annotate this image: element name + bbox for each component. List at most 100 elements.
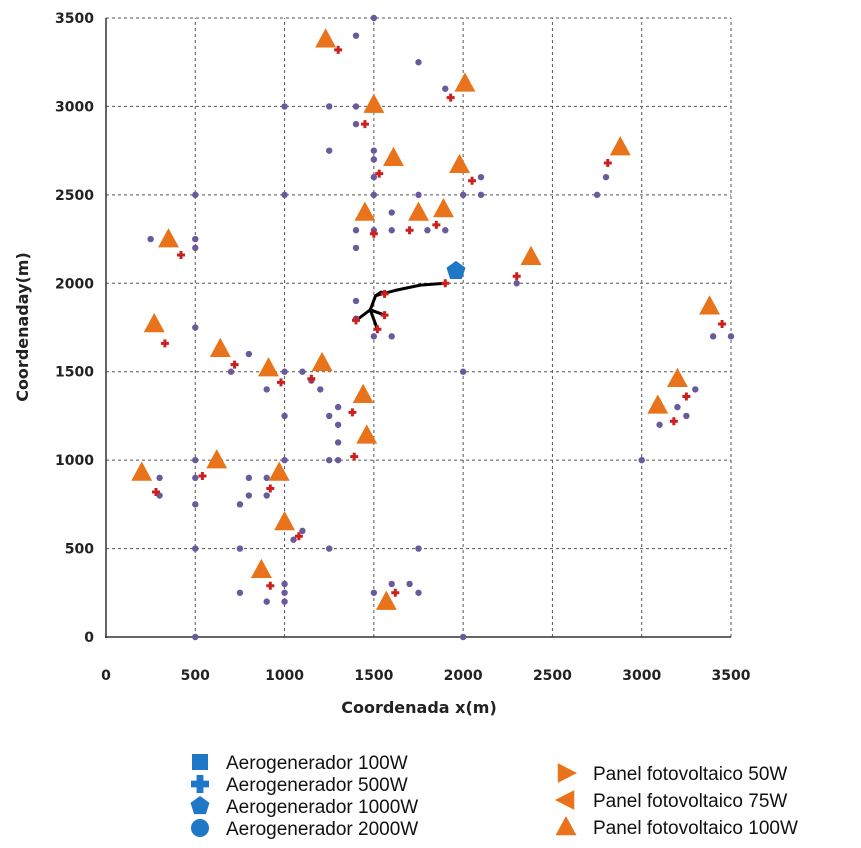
consumer-point <box>334 403 342 411</box>
consumer-point <box>370 14 378 22</box>
panel-100w-marker <box>209 337 231 357</box>
legend-triangle-up-icon <box>555 816 577 836</box>
network-line <box>354 281 447 322</box>
x-tick-label: 0 <box>101 668 111 684</box>
panel-100w-marker <box>449 153 471 174</box>
panel-100w-marker <box>354 201 376 221</box>
x-tick-label: 3500 <box>712 668 751 684</box>
node-point <box>391 588 400 597</box>
panel-100w-marker <box>408 201 429 221</box>
consumer-point <box>656 421 663 428</box>
node-point <box>266 581 275 590</box>
x-tick-label: 2000 <box>444 668 483 684</box>
y-tick-label: 1000 <box>55 453 94 469</box>
y-axis-title: Coordenaday(m) <box>13 252 32 402</box>
node-point <box>432 220 441 229</box>
legend-label: Aerogenerador 500W <box>226 775 408 796</box>
node-point <box>603 159 612 168</box>
panel-100w-marker <box>131 461 153 481</box>
node-point <box>266 484 275 493</box>
consumer-point <box>263 386 270 393</box>
node-point <box>198 472 207 481</box>
node-point <box>441 279 450 288</box>
consumer-point <box>192 474 199 482</box>
consumer-point <box>192 235 199 243</box>
consumer-point <box>290 536 297 543</box>
consumer-point <box>192 456 199 464</box>
consumer-point <box>415 59 422 66</box>
consumer-point <box>317 386 324 393</box>
consumer-point <box>370 156 378 163</box>
legend-circle-icon <box>191 819 209 837</box>
legend-label: Panel fotovoltaico 75W <box>593 791 787 812</box>
consumer-point <box>352 120 360 128</box>
consumer-point <box>245 350 253 358</box>
node-points <box>152 45 727 597</box>
legend-label: Panel fotovoltaico 50W <box>593 764 787 785</box>
x-tick-label: 500 <box>181 668 210 684</box>
consumer-point <box>352 227 360 234</box>
consumer-point <box>388 333 395 340</box>
consumer-point <box>236 545 244 552</box>
node-point <box>373 325 382 334</box>
consumer-point <box>236 589 244 596</box>
consumer-point <box>281 103 288 110</box>
node-point <box>177 250 185 259</box>
consumer-point <box>406 580 413 588</box>
x-tick-label: 3000 <box>622 668 661 684</box>
node-point <box>405 226 414 235</box>
consumer-point <box>281 580 288 588</box>
node-point <box>352 316 360 325</box>
consumer-point <box>281 412 288 420</box>
consumer-point <box>334 439 342 446</box>
consumer-point <box>192 191 199 199</box>
consumer-point <box>326 103 333 110</box>
y-tick-label: 2000 <box>55 276 94 292</box>
x-tick-label: 1500 <box>354 668 393 684</box>
panel-100w-marker <box>250 558 272 579</box>
legend-label: Aerogenerador 100W <box>226 753 408 774</box>
panel-100w-marker <box>158 228 179 248</box>
consumer-point <box>156 474 163 482</box>
node-point <box>350 452 359 461</box>
consumer-point <box>593 191 601 199</box>
consumer-point <box>727 333 735 340</box>
panel-100w-marker <box>143 312 165 333</box>
y-tick-label: 500 <box>65 542 94 558</box>
node-point <box>669 417 678 426</box>
panel-100w-marker <box>274 511 296 531</box>
consumer-point <box>299 527 306 535</box>
consumer-point <box>459 368 467 375</box>
consumer-point <box>281 368 288 375</box>
consumer-point <box>263 474 270 482</box>
panel-100w-marker <box>666 367 688 388</box>
consumer-point <box>192 244 199 252</box>
legend-square-icon <box>192 754 208 770</box>
consumer-point <box>156 492 163 499</box>
grid <box>106 17 732 637</box>
consumer-point <box>352 103 360 110</box>
node-point <box>446 93 455 102</box>
legend-pentagon-icon <box>190 796 210 815</box>
consumer-point <box>236 501 244 508</box>
node-point <box>380 311 389 320</box>
panel-100w-marker <box>268 461 290 481</box>
y-tick-label: 0 <box>84 630 94 646</box>
consumer-point <box>415 545 422 552</box>
x-tick-label: 1000 <box>265 668 304 684</box>
panel-100w-marker <box>699 295 721 315</box>
node-point <box>307 374 316 383</box>
y-tick-label: 1500 <box>55 365 94 381</box>
consumer-point <box>192 501 199 508</box>
y-tick-label: 3000 <box>55 99 94 115</box>
consumer-point <box>352 297 360 305</box>
consumer-point <box>692 386 699 393</box>
consumer-point <box>477 173 485 181</box>
legend-label: Panel fotovoltaico 100W <box>593 818 798 839</box>
consumer-point <box>326 412 333 420</box>
node-point <box>360 120 369 129</box>
consumer-point <box>477 191 485 199</box>
consumer-point <box>334 421 342 428</box>
consumer-point <box>459 191 467 199</box>
node-point <box>160 339 169 348</box>
